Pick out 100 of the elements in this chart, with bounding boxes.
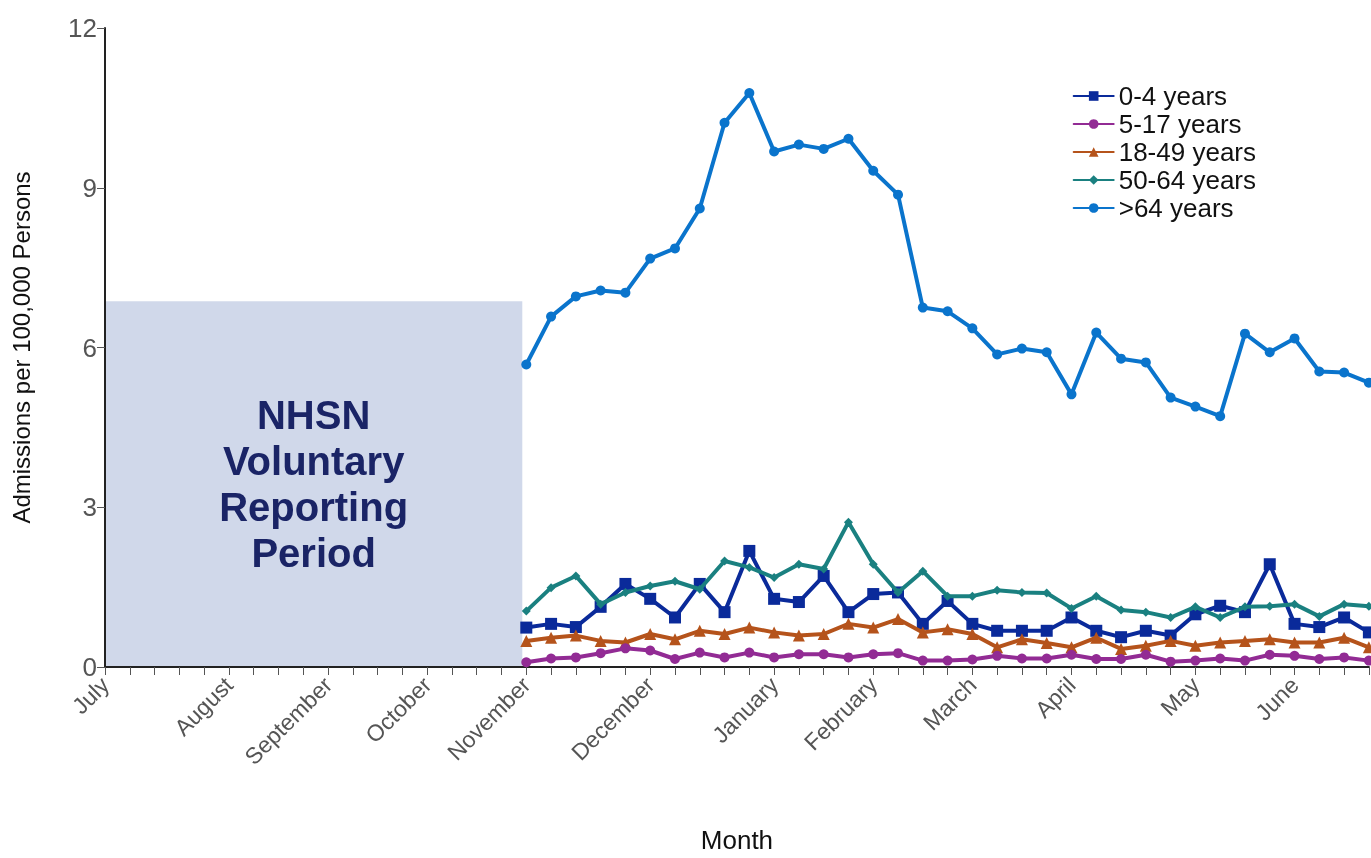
point bbox=[1288, 617, 1301, 630]
point bbox=[1015, 624, 1028, 637]
point bbox=[1239, 655, 1250, 666]
point bbox=[843, 652, 854, 663]
point bbox=[768, 592, 781, 605]
point bbox=[595, 648, 606, 659]
point bbox=[1339, 367, 1350, 378]
point bbox=[1189, 639, 1202, 652]
point bbox=[992, 349, 1003, 360]
point bbox=[1238, 634, 1251, 647]
point bbox=[645, 581, 655, 591]
point bbox=[719, 652, 730, 663]
point bbox=[546, 653, 557, 664]
point bbox=[1314, 611, 1324, 621]
point bbox=[644, 627, 657, 640]
point bbox=[1090, 631, 1103, 644]
point bbox=[842, 617, 855, 630]
legend-label: 18-49 years bbox=[1118, 137, 1257, 167]
point bbox=[521, 359, 532, 370]
point bbox=[818, 143, 829, 154]
point bbox=[991, 624, 1004, 637]
y-tick-label: 3 bbox=[82, 492, 97, 523]
point bbox=[1115, 642, 1128, 655]
point bbox=[645, 253, 656, 264]
point bbox=[793, 649, 804, 660]
x-tick-label: May bbox=[1155, 671, 1205, 721]
point bbox=[1091, 591, 1101, 601]
point bbox=[842, 606, 855, 619]
point bbox=[1164, 634, 1177, 647]
point bbox=[792, 596, 805, 609]
point bbox=[1264, 649, 1275, 660]
point bbox=[967, 654, 978, 665]
legend-label: 0-4 years bbox=[1118, 81, 1228, 111]
point bbox=[1116, 654, 1127, 665]
point bbox=[1091, 327, 1102, 338]
point bbox=[594, 634, 607, 647]
point bbox=[1165, 656, 1176, 667]
point bbox=[1290, 599, 1300, 609]
point bbox=[793, 139, 804, 150]
point bbox=[744, 647, 755, 658]
point bbox=[1091, 654, 1102, 665]
point bbox=[867, 621, 880, 634]
point bbox=[1190, 602, 1200, 612]
point bbox=[769, 573, 779, 583]
point bbox=[1016, 343, 1027, 354]
point bbox=[1215, 653, 1226, 664]
point bbox=[1116, 353, 1127, 364]
point bbox=[1338, 631, 1351, 644]
point bbox=[1166, 612, 1176, 622]
point bbox=[644, 592, 657, 605]
point bbox=[966, 627, 979, 640]
y-tick-label: 6 bbox=[82, 332, 97, 363]
point bbox=[917, 302, 928, 313]
point bbox=[743, 621, 756, 634]
point bbox=[942, 306, 953, 317]
point bbox=[992, 650, 1003, 661]
point bbox=[768, 626, 781, 639]
point bbox=[719, 117, 730, 128]
point bbox=[1314, 366, 1325, 377]
point bbox=[744, 562, 754, 572]
point bbox=[694, 203, 705, 214]
point bbox=[571, 571, 581, 581]
point bbox=[1289, 333, 1300, 344]
point bbox=[893, 648, 904, 659]
point bbox=[546, 583, 556, 593]
point bbox=[917, 655, 928, 666]
point bbox=[941, 623, 954, 636]
y-tick-label: 12 bbox=[68, 13, 97, 43]
point bbox=[545, 617, 558, 630]
point bbox=[1239, 328, 1250, 339]
point bbox=[868, 559, 878, 569]
point bbox=[1041, 347, 1052, 358]
point bbox=[893, 189, 904, 200]
point bbox=[1016, 653, 1027, 664]
point bbox=[620, 587, 630, 597]
point bbox=[1339, 652, 1350, 663]
point bbox=[1313, 636, 1326, 649]
point bbox=[569, 621, 582, 634]
point bbox=[1115, 631, 1128, 644]
point bbox=[1338, 611, 1351, 624]
point bbox=[521, 657, 532, 668]
point bbox=[694, 647, 705, 658]
point bbox=[1015, 633, 1028, 646]
point bbox=[520, 634, 533, 647]
point bbox=[1263, 558, 1276, 571]
point bbox=[916, 626, 929, 639]
point bbox=[868, 165, 879, 176]
point bbox=[669, 654, 680, 665]
point bbox=[619, 577, 632, 590]
point bbox=[620, 643, 631, 654]
point bbox=[693, 624, 706, 637]
point bbox=[595, 285, 606, 296]
point bbox=[1140, 649, 1151, 660]
point bbox=[1190, 655, 1201, 666]
point bbox=[1140, 357, 1151, 368]
point bbox=[1066, 649, 1077, 660]
point bbox=[718, 627, 731, 640]
point bbox=[669, 243, 680, 254]
point bbox=[1289, 650, 1300, 661]
legend-label: >64 years bbox=[1118, 193, 1234, 223]
